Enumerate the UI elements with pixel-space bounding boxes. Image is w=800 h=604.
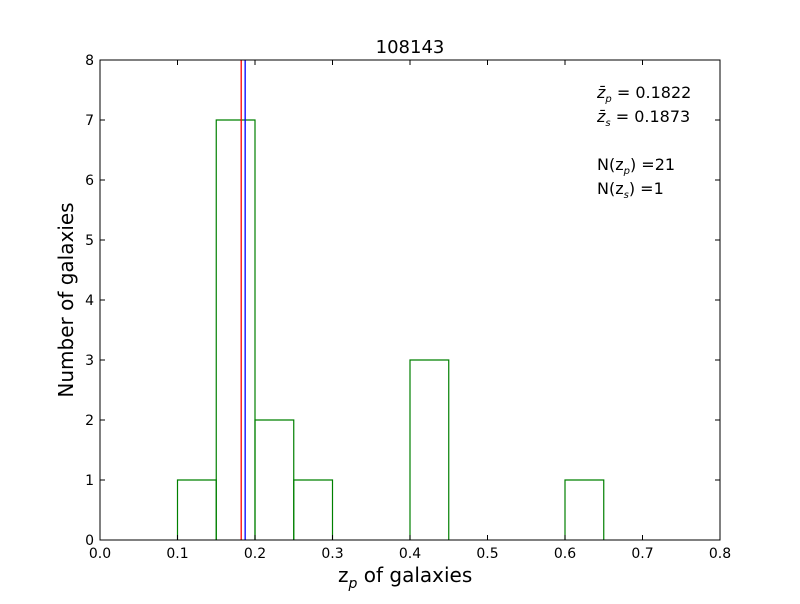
count-zp-annotation: N(zp) =21 [597,155,675,177]
y-tick-label: 3 [85,353,94,369]
chart-title: 108143 [376,37,445,58]
y-tick-label: 7 [85,113,94,129]
x-tick-label: 0.8 [709,546,731,562]
x-tick-label: 0.2 [244,546,266,562]
count-zs-suffix: ) =1 [629,179,664,198]
count-zp-suffix: ) =21 [630,155,675,174]
y-axis-label: Number of galaxies [54,202,78,397]
y-tick-label: 5 [85,233,94,249]
mean-zs-annotation: z̄s = 0.1873 [596,107,690,129]
y-tick-label: 0 [85,533,94,549]
x-axis-label: zp of galaxies [338,563,472,592]
count-zs-sub: s [624,190,629,201]
mean-zs-value: = 0.1873 [611,107,691,126]
histogram-bin-5 [564,479,605,540]
histogram-bin-1 [215,119,256,540]
x-tick-label: 0.5 [476,546,498,562]
x-tick-label: 0.1 [166,546,188,562]
count-zs-annotation: N(zs) =1 [597,179,664,201]
y-tick-label: 8 [85,53,94,69]
count-zp-sub: p [623,166,630,177]
y-tick-label: 6 [85,173,94,189]
mean-zp-annotation: z̄p = 0.1822 [596,83,691,105]
mean-zs-sub: s [605,118,610,129]
x-tick-label: 0.4 [399,546,421,562]
mean-zp-sub: p [604,94,611,105]
mean-zs-symbol: z̄ [596,107,606,126]
x-tick-label: 0.3 [321,546,343,562]
x-tick-label: 0.7 [631,546,653,562]
marks-layer [176,60,605,540]
mean-zp-symbol: z̄ [596,83,606,102]
count-zs-prefix: N(z [597,179,624,198]
x-axis-label-sub: p [348,576,358,592]
y-tick-label: 4 [85,293,94,309]
x-tick-label: 0.0 [89,546,111,562]
histogram-bin-4 [409,359,450,540]
mean-zp-value: = 0.1822 [612,83,692,102]
y-tick-label: 1 [85,473,94,489]
y-tick-label: 2 [85,413,94,429]
count-zp-prefix: N(z [597,155,624,174]
x-tick-label: 0.6 [554,546,576,562]
ticks-layer: 0.0 0.1 0.2 0.3 0.4 0.5 0.6 0.7 0.8 0 1 2 3 4 5 6 7 8 [85,53,731,562]
x-axis-label-main: z [338,563,349,587]
x-axis-label-rest: of galaxies [357,563,472,587]
histogram-bin-3 [293,479,334,540]
